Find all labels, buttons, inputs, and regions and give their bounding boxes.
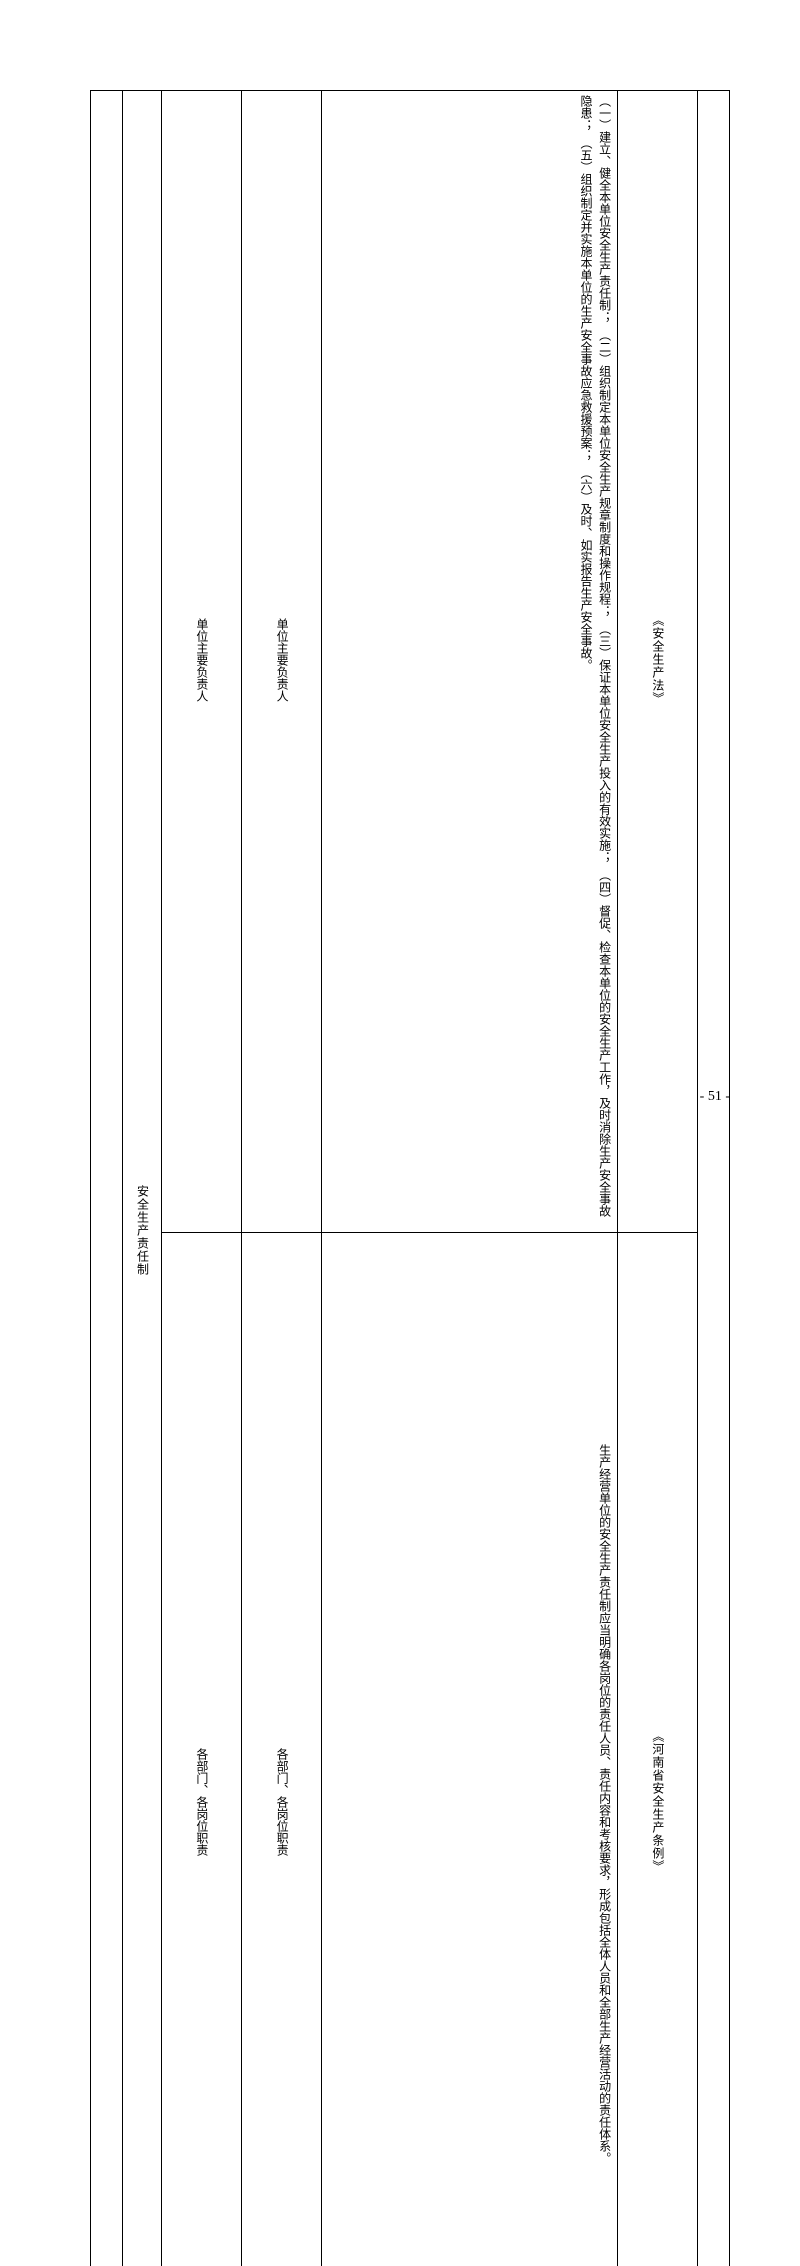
col-a-r1: 单位主要负责人 (161, 91, 241, 1233)
ref-r1: 《安全生产法》 (617, 91, 697, 1233)
col-b-r1: 单位主要负责人 (241, 91, 321, 1233)
index-col (91, 91, 123, 2266)
page-number: - 51 - (700, 1089, 730, 1105)
main-r2: 生产经营单位的安全生产责任制应当明确各岗位的责任人员、责任内容和考核要求，形成包… (322, 1233, 617, 2266)
ref-r2: 《河南省安全生产条例》 (617, 1233, 697, 2266)
col-b-r2: 各部门、各岗位职责 (241, 1233, 321, 2266)
regulation-table: 安全生产责任制 单位主要负责人 单位主要负责人 （一）建立、健全本单位安全生产责… (90, 90, 730, 2266)
category-safety-responsibility: 安全生产责任制 (123, 91, 162, 2266)
main-r1: （一）建立、健全本单位安全生产责任制； （二）组织制定本单位安全生产规章制度和操… (322, 91, 617, 1233)
end-col (697, 91, 729, 2266)
col-a-r2: 各部门、各岗位职责 (161, 1233, 241, 2266)
